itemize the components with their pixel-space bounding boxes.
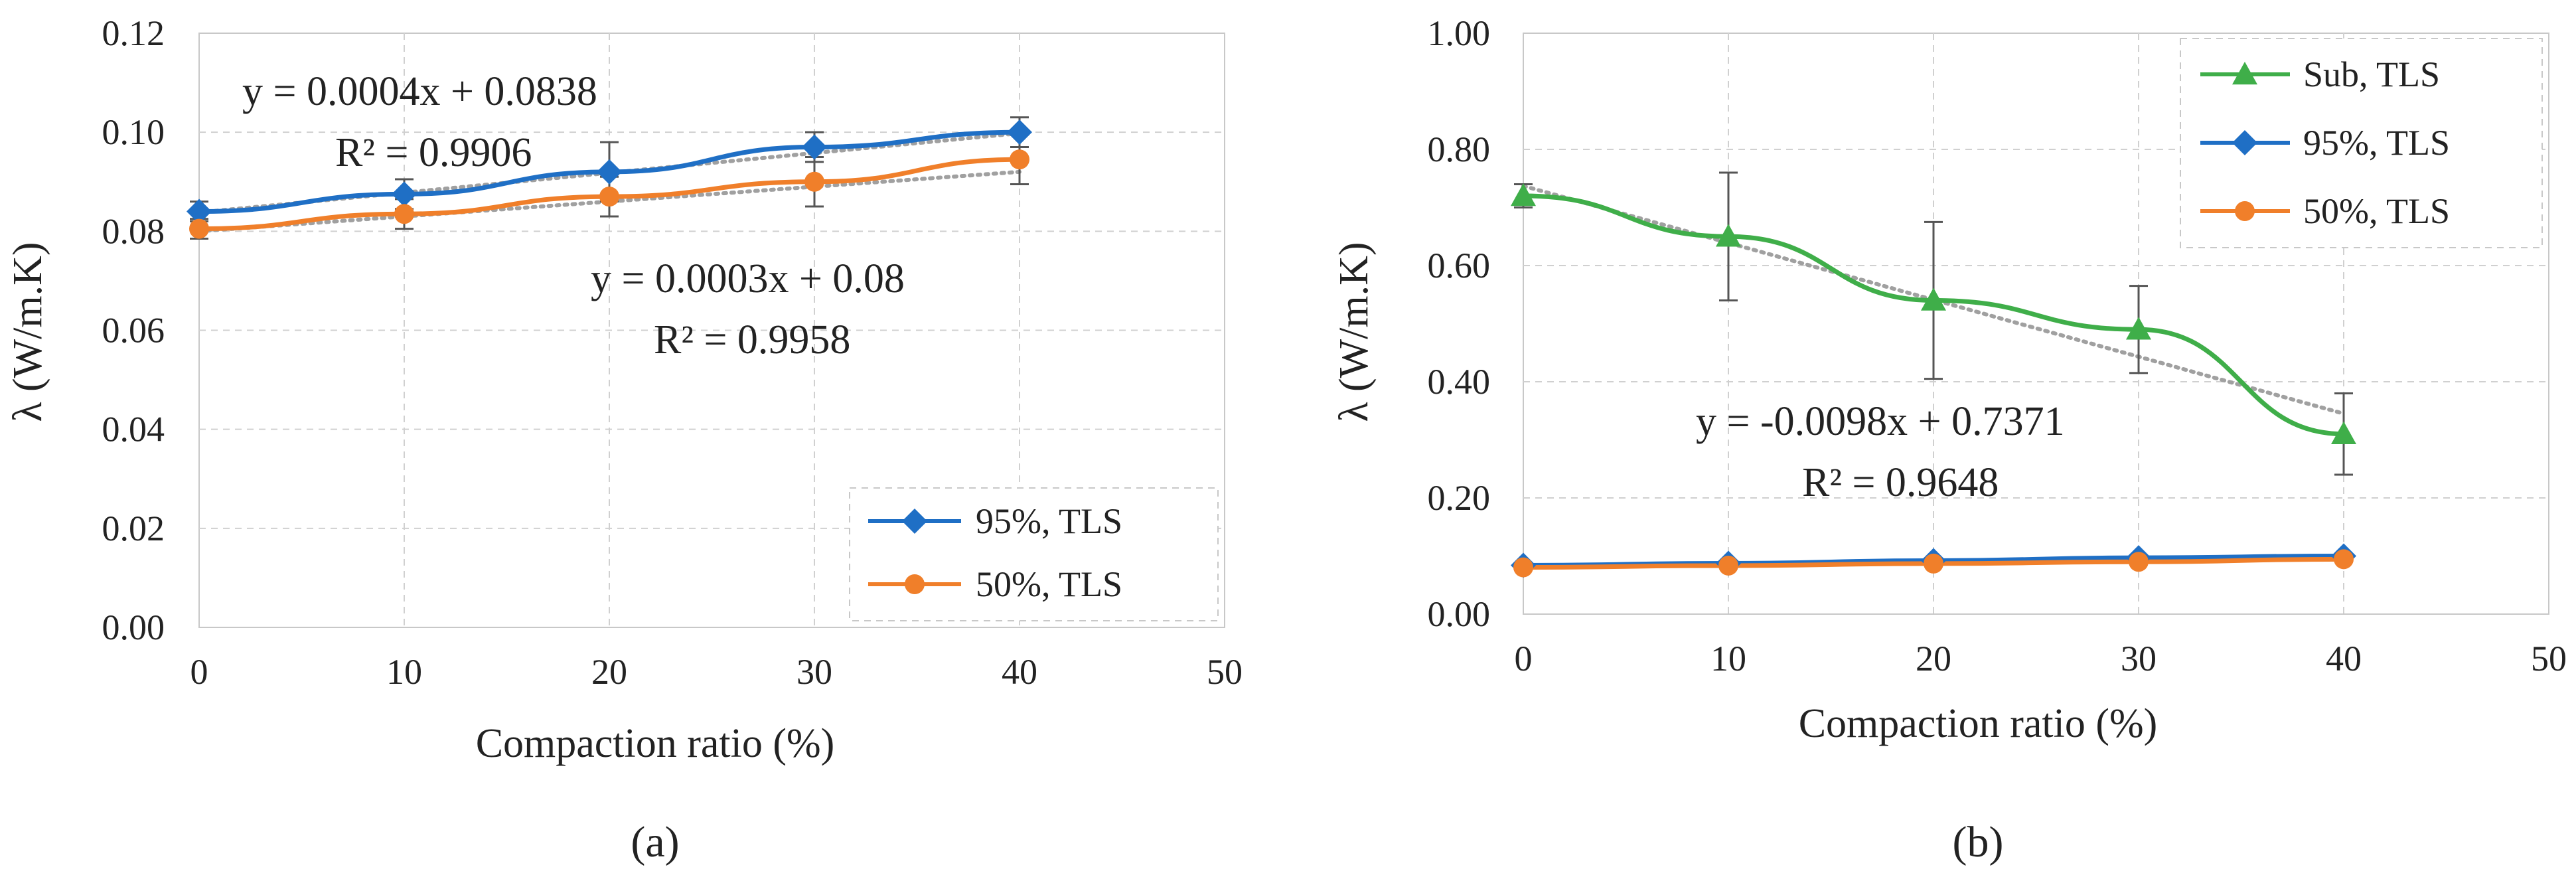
data-point-50-tls <box>2334 549 2354 570</box>
data-point-50-tls <box>1924 553 1943 574</box>
y-tick-label: 0.06 <box>102 311 165 351</box>
x-tick-label: 20 <box>591 652 627 692</box>
x-tick-labels-b: 0 10 20 30 40 50 <box>1515 639 2567 679</box>
x-tick-label: 10 <box>386 652 422 692</box>
y-tick-label: 0.20 <box>1428 478 1491 518</box>
x-tick-label: 40 <box>1002 652 1037 692</box>
y-tick-labels-a: 0.00 0.02 0.04 0.06 0.08 0.10 0.12 <box>102 13 165 647</box>
y-tick-label: 0.40 <box>1428 362 1491 402</box>
trend-r2-sub-b: R² = 0.9648 <box>1802 460 1999 505</box>
y-tick-label: 1.00 <box>1428 13 1491 53</box>
y-tick-label: 0.60 <box>1428 246 1491 285</box>
y-axis-title-a: λ (W/m.K) <box>5 242 50 422</box>
legend-label-50-a: 50%, TLS <box>976 564 1122 604</box>
y-tick-label: 0.08 <box>102 211 165 251</box>
panel-label-a: (a) <box>631 818 679 866</box>
trend-equation-95-a: y = 0.0004x + 0.0838 <box>242 69 597 114</box>
legend-label-sub-b: Sub, TLS <box>2303 54 2440 94</box>
x-tick-label: 50 <box>1207 652 1243 692</box>
x-tick-labels-a: 0 10 20 30 40 50 <box>190 652 1243 692</box>
y-axis-title-b: λ (W/m.K) <box>1331 242 1377 422</box>
legend-box-a <box>849 487 1219 621</box>
data-point-50-tls <box>1513 557 1533 578</box>
data-point-sub-tls <box>2331 421 2356 444</box>
y-tick-label: 0.10 <box>102 112 165 152</box>
y-tick-label: 0.00 <box>102 607 165 647</box>
legend-marker-50-a <box>905 574 925 594</box>
x-tick-label: 40 <box>2326 639 2362 679</box>
legend-label-95-a: 95%, TLS <box>976 501 1122 541</box>
data-point-50-tls <box>804 171 824 192</box>
series-markers-a <box>187 120 1032 239</box>
y-tick-label: 0.02 <box>102 509 165 548</box>
data-point-95-tls <box>392 181 417 207</box>
y-tick-label: 0.80 <box>1428 129 1491 169</box>
trend-equation-sub-b: y = -0.0098x + 0.7371 <box>1696 399 2065 444</box>
series-markers-b <box>1511 183 2356 578</box>
x-tick-label: 30 <box>796 652 832 692</box>
legend-entry-95-a: 95%, TLS <box>868 501 1122 541</box>
trend-equation-50-a: y = 0.0003x + 0.08 <box>591 256 905 301</box>
legend-b: Sub, TLS 95%, TLS 50%, TLS <box>2180 38 2543 248</box>
legend-marker-95-b <box>2232 130 2257 155</box>
x-tick-label: 30 <box>2121 639 2157 679</box>
y-tick-label: 0.12 <box>102 13 165 53</box>
x-tick-label: 0 <box>1515 639 1533 679</box>
data-point-50-tls <box>394 204 414 224</box>
legend-marker-95-a <box>902 509 927 534</box>
data-point-50-tls <box>1010 149 1029 170</box>
trendline-50-tls <box>197 169 1022 234</box>
y-tick-label: 0.00 <box>1428 594 1491 634</box>
plot-area-border-b <box>1523 33 2549 615</box>
data-point-50-tls <box>599 187 619 207</box>
x-axis-title-a: Compaction ratio (%) <box>476 721 835 766</box>
x-tick-label: 50 <box>2531 639 2567 679</box>
y-tick-label: 0.04 <box>102 410 165 449</box>
data-point-95-tls <box>802 134 827 160</box>
chart-panel-b: 0 10 20 30 40 50 0.00 0.20 0.40 0.60 0.80 1.00 Com… <box>1331 13 2567 866</box>
panel-label-b: (b) <box>1953 818 2004 866</box>
legend-label-95-b: 95%, TLS <box>2303 123 2450 163</box>
trend-r2-50-a: R² = 0.9958 <box>654 317 850 362</box>
data-point-95-tls <box>597 159 622 185</box>
legend-a: 95%, TLS 50%, TLS <box>849 487 1219 621</box>
legend-label-50-b: 50%, TLS <box>2303 191 2450 231</box>
data-point-sub-tls <box>1921 287 1946 311</box>
x-tick-label: 20 <box>1916 639 1951 679</box>
legend-marker-50-b <box>2235 201 2255 221</box>
data-point-95-tls <box>187 199 212 224</box>
x-tick-label: 10 <box>1710 639 1746 679</box>
legend-entry-95-b: 95%, TLS <box>2200 123 2450 163</box>
data-point-95-tls <box>1007 120 1032 145</box>
data-point-50-tls <box>1718 555 1738 576</box>
x-axis-title-b: Compaction ratio (%) <box>1799 701 2158 746</box>
x-tick-label: 0 <box>190 652 208 692</box>
y-tick-labels-b: 0.00 0.20 0.40 0.60 0.80 1.00 <box>1428 13 1491 634</box>
legend-entry-50-b: 50%, TLS <box>2200 191 2450 231</box>
data-point-50-tls <box>189 218 209 239</box>
legend-entry-50-a: 50%, TLS <box>868 564 1122 604</box>
chart-panel-a: 0 10 20 30 40 50 0.00 0.02 0.04 0.06 0.08 0.10 0.12… <box>5 13 1243 866</box>
data-point-sub-tls <box>2126 317 2151 340</box>
trend-r2-95-a: R² = 0.9906 <box>335 130 532 175</box>
legend-entry-sub-b: Sub, TLS <box>2200 54 2440 94</box>
data-point-sub-tls <box>1511 183 1536 206</box>
data-point-sub-tls <box>1716 224 1741 247</box>
data-point-50-tls <box>2129 552 2149 572</box>
legend-marker-sub-b <box>2232 62 2257 85</box>
